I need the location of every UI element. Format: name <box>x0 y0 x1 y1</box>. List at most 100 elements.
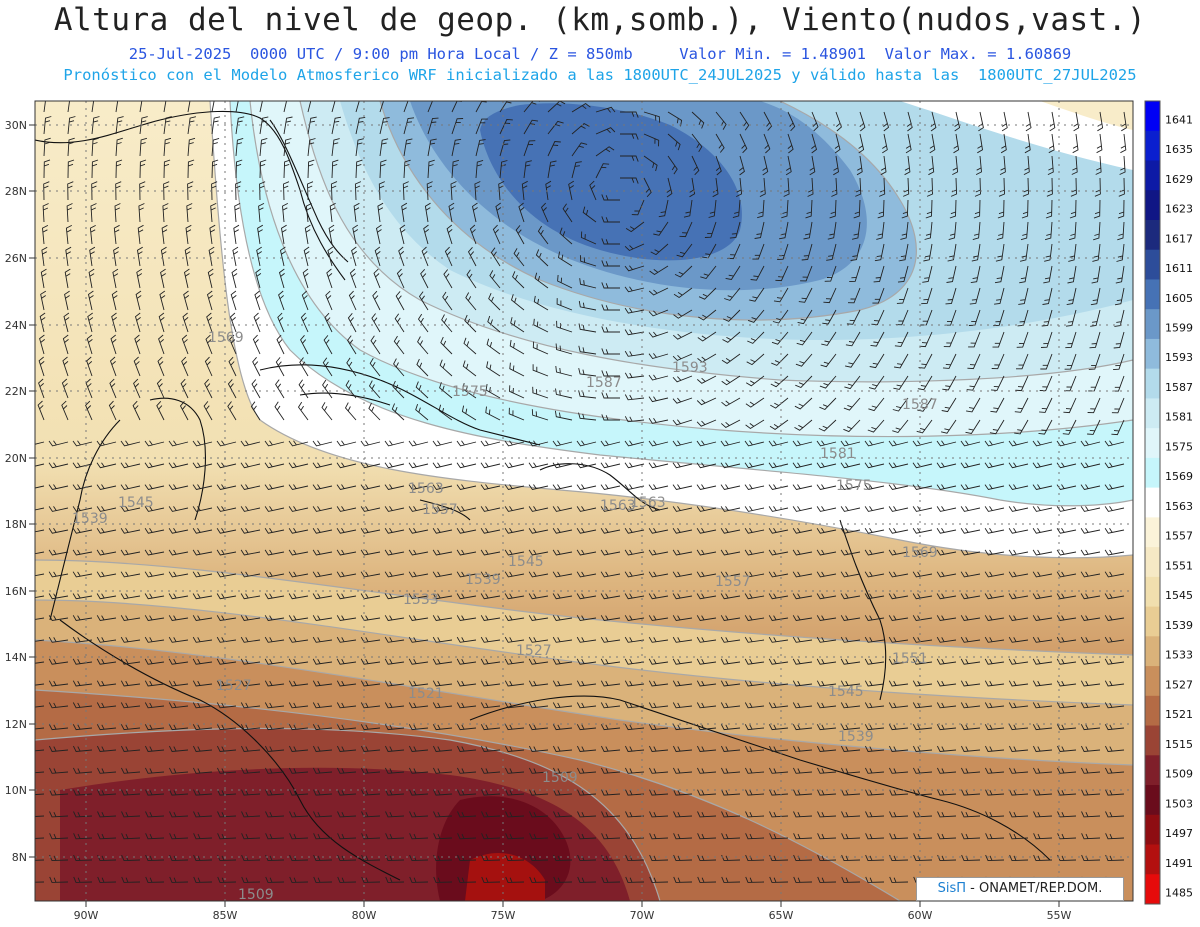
colorbar-label: 1581 <box>1165 411 1193 424</box>
wind-barb <box>631 199 645 216</box>
wind-barb <box>840 571 861 578</box>
wind-barb <box>163 159 171 179</box>
wind-barb <box>39 312 46 333</box>
wind-barb <box>264 702 285 709</box>
wind-barb <box>403 138 413 157</box>
wind-barb <box>528 658 549 665</box>
contour-label: 1527 <box>216 678 252 694</box>
wind-barb <box>283 138 292 157</box>
wind-barb <box>288 615 309 621</box>
wind-barb <box>576 702 597 709</box>
wind-barb <box>72 615 93 621</box>
wind-barb <box>416 358 429 377</box>
wind-barb <box>456 636 477 643</box>
wind-barb <box>379 159 387 179</box>
wind-barb <box>1080 615 1101 621</box>
wind-barb <box>360 484 381 491</box>
wind-barb <box>968 331 981 348</box>
wind-barb <box>777 243 789 261</box>
wind-barb <box>1016 331 1029 348</box>
wind-barb <box>1008 484 1029 491</box>
wind-barb <box>781 199 789 219</box>
wind-barb <box>552 506 573 512</box>
wind-barb <box>346 357 357 377</box>
wind-barb <box>901 199 909 219</box>
wind-barb <box>672 615 693 621</box>
wind-barb <box>207 268 214 289</box>
wind-barb <box>480 549 501 556</box>
wind-barb <box>1105 789 1125 796</box>
wind-barb <box>792 636 813 643</box>
colorbar-swatch <box>1145 547 1160 578</box>
wind-barb <box>571 161 582 179</box>
wind-barb <box>601 194 620 201</box>
wind-barb <box>163 116 172 135</box>
wind-barb <box>840 549 861 556</box>
wind-barb <box>649 811 669 818</box>
wind-barb <box>576 593 597 600</box>
wind-barb <box>240 615 261 621</box>
wind-barb <box>216 767 237 774</box>
wind-barb <box>673 309 693 319</box>
wind-barb <box>696 397 717 406</box>
wind-barb <box>43 181 50 201</box>
wind-barb <box>227 379 237 399</box>
wind-barb <box>696 724 717 731</box>
wind-barb <box>1008 527 1029 534</box>
wind-barb <box>265 811 285 818</box>
contour-label: 1527 <box>516 643 552 659</box>
wind-barb <box>216 658 237 665</box>
wind-barb <box>408 484 429 491</box>
wind-barb <box>336 593 357 600</box>
wind-barb <box>120 571 141 578</box>
wind-barb <box>73 811 93 818</box>
wind-barb <box>312 615 333 621</box>
wind-barb <box>192 527 213 534</box>
colorbar-label: 1617 <box>1165 232 1193 245</box>
wind-barb <box>1033 789 1053 796</box>
wind-barb <box>471 202 478 223</box>
wind-barb <box>204 356 213 377</box>
wind-barb <box>90 203 97 223</box>
wind-barb <box>216 702 237 709</box>
wind-barb <box>648 593 669 600</box>
contour-label: 1521 <box>408 686 444 702</box>
wind-barb <box>216 440 237 447</box>
wind-barb <box>480 636 501 643</box>
wind-barb <box>768 702 789 709</box>
wind-barb <box>792 440 813 447</box>
wind-barb <box>301 290 309 311</box>
wind-barb <box>817 789 837 796</box>
wind-barb <box>552 702 573 709</box>
wind-barb <box>48 636 69 643</box>
wind-barb <box>945 287 957 305</box>
wind-barb <box>276 334 285 355</box>
wind-barb <box>168 636 189 643</box>
wind-barb <box>528 615 549 621</box>
wind-barb <box>250 401 261 421</box>
wind-barb <box>144 527 165 534</box>
wind-barb <box>792 484 813 491</box>
wind-barb <box>160 246 167 267</box>
wind-barb <box>552 571 573 578</box>
wind-barb <box>1032 549 1053 556</box>
wind-barb <box>648 745 669 752</box>
wind-barb <box>974 177 981 197</box>
wind-barb <box>949 199 957 219</box>
wind-barb <box>462 382 477 399</box>
wind-barb <box>302 268 309 289</box>
wind-barb <box>371 313 381 333</box>
colorbar-swatch <box>1145 725 1160 756</box>
wind-barb <box>353 202 360 223</box>
lat-label: 18N <box>5 518 27 531</box>
wind-barb <box>139 181 146 201</box>
wind-barb <box>1104 571 1125 578</box>
wind-barb <box>432 745 453 752</box>
wind-barb <box>912 527 933 534</box>
wind-barb <box>795 353 813 367</box>
wind-barb <box>112 268 119 289</box>
wind-barb <box>624 484 645 491</box>
wind-barb <box>72 680 93 687</box>
wind-barb <box>1021 199 1029 219</box>
wind-barb <box>624 372 645 379</box>
